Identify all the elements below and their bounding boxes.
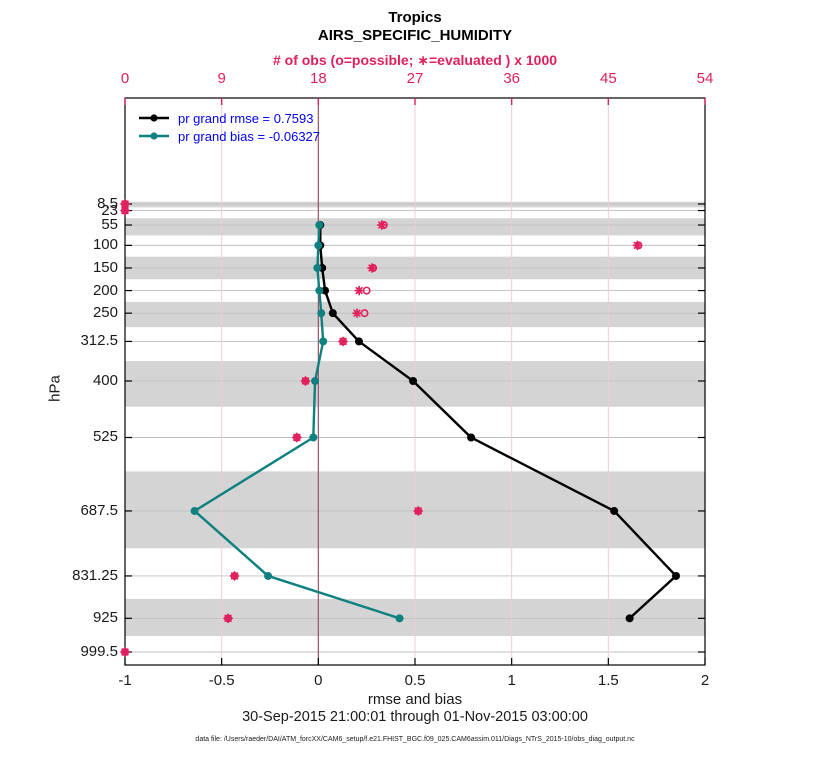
rmse-point <box>610 506 619 515</box>
rmse-point <box>354 337 363 346</box>
obs-evaluated-marker-stroke <box>378 221 386 229</box>
datafile-note: data file: /Users/raeder/DAI/ATM_forcXX/… <box>195 736 635 743</box>
obs-evaluated-marker-stroke <box>121 648 129 656</box>
legend-bias-marker <box>150 132 158 140</box>
chart-title: Tropics <box>388 9 442 26</box>
left-axis-tick-label: 831.25 <box>72 566 118 584</box>
legend-bias-label: pr grand bias = -0.06327 <box>178 128 321 144</box>
rmse-point <box>625 614 634 623</box>
obs-evaluated-marker <box>120 205 130 216</box>
left-axis-tick-label: 150 <box>92 258 118 276</box>
left-axis-tick-label: 23 <box>101 201 118 219</box>
bias-point <box>313 263 322 272</box>
obs-evaluated-marker <box>413 506 424 516</box>
bias-point <box>309 433 318 442</box>
obs-evaluated-marker <box>229 571 240 581</box>
top-axis-tick-label: 0 <box>120 70 130 87</box>
left-axis-tick-label: 687.5 <box>80 501 118 519</box>
obs-evaluated-marker <box>338 336 348 347</box>
left-axis-tick-label: 312.5 <box>80 332 118 350</box>
obs-evaluated-marker <box>120 647 130 657</box>
rmse-point <box>328 309 337 318</box>
obs-evaluated-marker <box>352 308 362 319</box>
timespan-text: 30-Sep-2015 21:00:01 through 01-Nov-2015… <box>242 709 588 725</box>
obs-evaluated-marker <box>300 376 311 386</box>
left-axis-tick-label: 8.5 <box>97 195 118 212</box>
top-axis-tick-label: 36 <box>503 70 520 87</box>
legend-rmse-marker <box>150 114 158 122</box>
bias-point <box>315 221 324 230</box>
obs-evaluated-marker-stroke <box>368 264 376 272</box>
legend-bias-line-sample <box>139 132 169 140</box>
top-axis-tick-label: 27 <box>406 70 424 87</box>
bias-line <box>193 224 400 620</box>
top-axis-tick-label: 9 <box>217 70 226 87</box>
bottom-axis-tick-label: 2 <box>700 672 710 689</box>
obs-evaluated-marker-stroke <box>353 309 361 317</box>
rmse-point <box>467 433 476 442</box>
bottom-axis-tick-label: -1 <box>118 672 132 689</box>
legend-item-bias: pr grand bias = -0.06327 <box>138 128 321 144</box>
bottom-axis-tick-label: -0.5 <box>208 672 235 689</box>
bias-point <box>315 286 324 295</box>
obs-evaluated-marker-stroke <box>414 507 422 515</box>
obs-evaluated-marker <box>376 220 387 230</box>
bottom-axis-tick-label: 0.5 <box>404 672 426 689</box>
obs-evaluated-marker-stroke <box>230 572 239 580</box>
obs-evaluated-marker-stroke <box>224 614 232 622</box>
obs-evaluated-marker-stroke <box>339 337 347 346</box>
left-axis-tick-label: 250 <box>92 304 118 322</box>
left-axis-tick-label: 100 <box>92 236 118 254</box>
top-axis-tick-label: 18 <box>309 70 327 87</box>
legend-rmse-line-sample <box>139 114 169 122</box>
bottom-axis-tick-label: 1.5 <box>597 672 619 689</box>
obs-evaluated-marker <box>354 285 364 296</box>
rmse-line <box>319 225 678 620</box>
obs-evaluated-marker-stroke <box>121 200 129 208</box>
obs-evaluated-marker <box>292 432 302 443</box>
left-axis-tick-label: 925 <box>92 609 118 627</box>
bottom-axis-tick-label: 0 <box>314 672 323 689</box>
bias-point <box>395 614 404 623</box>
obs-evaluated-marker <box>223 613 233 624</box>
obs-axis-label: # of obs (o=possible; ∗=evaluated ) x 10… <box>272 52 558 68</box>
rmse-point <box>321 286 330 295</box>
left-axis-tick-label: 55 <box>101 216 118 234</box>
x-axis-label: rmse and bias <box>367 691 463 708</box>
bias-point <box>311 376 320 385</box>
left-axis-tick-label: 400 <box>92 371 118 389</box>
left-axis-tick-label: 525 <box>92 428 118 446</box>
left-axis-tick-label: 200 <box>92 281 118 299</box>
obs-evaluated-marker-stroke <box>293 433 301 442</box>
bias-point <box>314 241 323 250</box>
rmse-point <box>409 376 418 385</box>
bias-point <box>319 337 328 346</box>
bias-point <box>317 309 326 318</box>
obs-evaluated-marker-stroke <box>301 377 310 385</box>
rmse-point <box>672 571 680 580</box>
top-axis-tick-label: 54 <box>696 70 714 87</box>
obs-evaluated-marker-stroke <box>633 241 641 250</box>
obs-evaluated-marker <box>367 263 377 273</box>
left-axis-tick-label: 999.5 <box>80 643 118 660</box>
obs-evaluated-marker-stroke <box>121 206 129 215</box>
bottom-axis-tick-label: 1 <box>507 672 516 689</box>
obs-evaluated-marker <box>632 240 643 251</box>
top-axis-tick-label: 45 <box>599 70 617 87</box>
legend-item-rmse: pr grand rmse = 0.7593 <box>138 110 314 126</box>
bias-point <box>190 506 199 515</box>
obs-evaluated-marker-stroke <box>355 286 363 295</box>
chart-subtitle: AIRS_SPECIFIC_HUMIDITY <box>317 27 513 44</box>
bias-point <box>264 571 273 580</box>
legend-rmse-label: pr grand rmse = 0.7593 <box>178 110 314 126</box>
